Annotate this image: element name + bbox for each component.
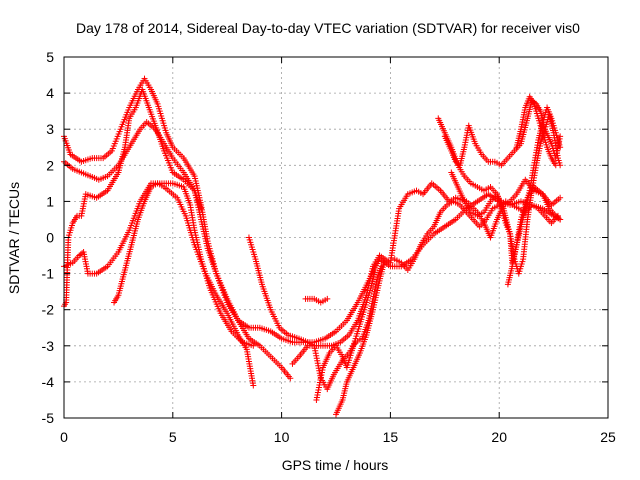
y-tick-label: 2 bbox=[46, 157, 54, 173]
y-tick-label: -3 bbox=[42, 338, 55, 354]
series-trace-e bbox=[61, 86, 205, 310]
y-tick-label: -5 bbox=[42, 410, 55, 426]
series-trace-c bbox=[61, 180, 257, 349]
y-tick-label: 1 bbox=[46, 193, 54, 209]
data-point bbox=[552, 162, 559, 169]
data-point bbox=[554, 212, 561, 219]
x-tick-label: 10 bbox=[274, 429, 290, 445]
y-tick-label: 3 bbox=[46, 121, 54, 137]
data-point bbox=[557, 194, 564, 201]
series-trace-p bbox=[391, 198, 561, 273]
data-point bbox=[287, 375, 294, 382]
series-trace-j bbox=[302, 295, 331, 306]
series-trace-o bbox=[513, 93, 559, 169]
x-tick-label: 5 bbox=[169, 429, 177, 445]
data-point bbox=[324, 295, 331, 302]
data-point bbox=[250, 342, 257, 349]
x-tick-label: 0 bbox=[60, 429, 68, 445]
x-axis-label: GPS time / hours bbox=[282, 457, 389, 473]
data-point bbox=[372, 266, 379, 273]
y-tick-label: -1 bbox=[42, 266, 55, 282]
axis-layer: 0 5 10 15 20 25 -5 -4 -3 -2 -1 0 1 2 3 4 5 bbox=[42, 49, 616, 445]
y-tick-label: 5 bbox=[46, 49, 54, 65]
data-point bbox=[557, 144, 564, 151]
data-point bbox=[380, 259, 387, 266]
series-trace-d bbox=[111, 180, 257, 389]
data-point bbox=[198, 205, 205, 212]
x-tick-label: 25 bbox=[600, 429, 616, 445]
data-point bbox=[557, 216, 564, 223]
series-trace-i bbox=[333, 259, 387, 418]
series-trace-h bbox=[313, 266, 379, 403]
x-tick-label: 15 bbox=[383, 429, 399, 445]
y-tick-label: -4 bbox=[42, 374, 55, 390]
points-layer bbox=[61, 75, 564, 418]
y-axis-label: SDTVAR / TECUs bbox=[6, 182, 22, 294]
chart-title: Day 178 of 2014, Sidereal Day-to-day VTE… bbox=[76, 20, 580, 36]
data-point bbox=[250, 382, 257, 389]
y-tick-label: 4 bbox=[46, 85, 54, 101]
x-tick-label: 20 bbox=[491, 429, 507, 445]
y-tick-label: 0 bbox=[46, 230, 54, 246]
data-point bbox=[557, 133, 564, 140]
y-tick-label: -2 bbox=[42, 302, 55, 318]
